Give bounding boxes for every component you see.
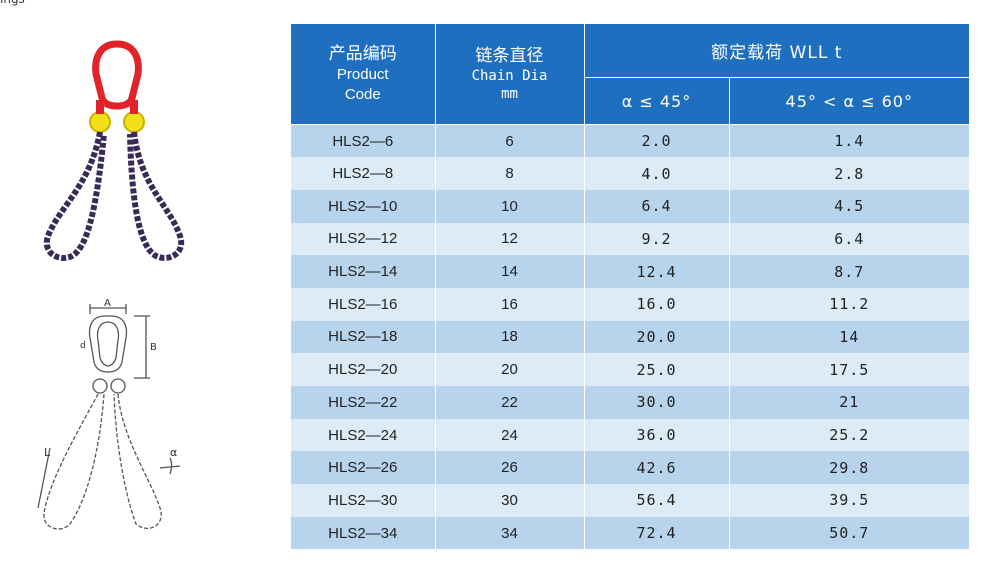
cell-product-code: HLS2—30: [291, 484, 436, 517]
cell-chain-dia: 14: [435, 255, 585, 288]
cell-chain-dia: 22: [435, 386, 585, 419]
table-row: HLS2—20 20 25.0 17.5: [291, 353, 970, 386]
cell-product-code: HLS2—8: [291, 157, 436, 190]
cell-product-code: HLS2—20: [291, 353, 436, 386]
chain-loop-left: [43, 131, 107, 261]
cell-product-code: HLS2—22: [291, 386, 436, 419]
cell-wll-le45: 4.0: [584, 157, 730, 190]
cell-wll-45-60: 17.5: [729, 353, 970, 386]
cell-wll-45-60: 2.8: [729, 157, 970, 190]
header-code-cn: 产品编码: [328, 44, 397, 64]
cell-product-code: HLS2—34: [291, 516, 436, 550]
cell-wll-45-60: 25.2: [729, 418, 970, 452]
cell-wll-45-60: 4.5: [729, 189, 970, 223]
cell-wll-45-60: 39.5: [729, 484, 970, 517]
table-body: HLS2—6 6 2.0 1.4 HLS2—8 8 4.0 2.8 HLS2—10 10 6.4 4.…: [291, 124, 970, 550]
cell-wll-le45: 6.4: [584, 189, 730, 223]
header-wll: 额定载荷 WLL t: [584, 24, 970, 78]
cell-chain-dia: 26: [435, 451, 585, 485]
table-row: HLS2—22 22 30.0 21: [291, 386, 970, 419]
cell-wll-45-60: 8.7: [729, 255, 970, 288]
label-d: d: [80, 341, 86, 351]
header-chain-dia: 链条直径 Chain Dia mm: [435, 24, 585, 125]
cell-chain-dia: 30: [435, 484, 585, 517]
label-l: L: [44, 446, 51, 459]
connector-right: [123, 111, 145, 133]
header-code-en1: Product: [336, 66, 389, 83]
drawing-chain-right: [113, 393, 162, 529]
cell-product-code: HLS2—6: [291, 124, 436, 158]
cell-chain-dia: 18: [435, 320, 585, 354]
header-angle-45-60: 45° < α ≤ 60°: [729, 77, 970, 125]
header-dia-en1: Chain Dia: [471, 68, 548, 84]
dimension-drawing: A B d L α: [37, 298, 181, 530]
cell-wll-le45: 42.6: [584, 451, 730, 485]
label-a: A: [104, 298, 111, 309]
cell-chain-dia: 20: [435, 353, 585, 386]
cell-wll-45-60: 6.4: [729, 222, 970, 256]
cell-wll-le45: 72.4: [584, 516, 730, 550]
cell-wll-le45: 36.0: [584, 418, 730, 452]
master-link: [92, 40, 142, 110]
table-row: HLS2—10 10 6.4 4.5: [291, 189, 970, 223]
header-product-code: 产品编码 Product Code: [291, 24, 436, 125]
table-row: HLS2—30 30 56.4 39.5: [291, 484, 970, 517]
cell-product-code: HLS2—12: [291, 222, 436, 256]
cell-product-code: HLS2—10: [291, 189, 436, 223]
connector-left: [89, 111, 111, 133]
table-row: HLS2—34 34 72.4 50.7: [291, 516, 970, 550]
cell-wll-le45: 12.4: [584, 255, 730, 288]
table-row: HLS2—6 6 2.0 1.4: [291, 124, 970, 158]
cell-chain-dia: 34: [435, 516, 585, 550]
cell-wll-le45: 56.4: [584, 484, 730, 517]
cell-wll-le45: 30.0: [584, 386, 730, 419]
cell-wll-le45: 16.0: [584, 287, 730, 321]
cell-product-code: HLS2—16: [291, 287, 436, 321]
cell-chain-dia: 16: [435, 287, 585, 321]
cell-chain-dia: 24: [435, 418, 585, 452]
cell-chain-dia: 10: [435, 189, 585, 223]
cell-wll-45-60: 14: [729, 320, 970, 354]
cell-wll-le45: 9.2: [584, 222, 730, 256]
label-b: B: [150, 342, 157, 353]
header-code-en2: Code: [344, 86, 381, 103]
table-row: HLS2—12 12 9.2 6.4: [291, 222, 970, 256]
label-alpha: α: [170, 446, 177, 459]
table-row: HLS2—16 16 16.0 11.2: [291, 287, 970, 321]
cell-wll-le45: 25.0: [584, 353, 730, 386]
cell-wll-le45: 2.0: [584, 124, 730, 158]
cell-wll-45-60: 21: [729, 386, 970, 419]
table-row: HLS2—14 14 12.4 8.7: [291, 255, 970, 288]
cell-wll-le45: 20.0: [584, 320, 730, 354]
cell-chain-dia: 8: [435, 157, 585, 190]
chain-loop-right: [127, 131, 185, 261]
cell-product-code: HLS2—18: [291, 320, 436, 354]
cell-wll-45-60: 1.4: [729, 124, 970, 158]
cell-wll-45-60: 50.7: [729, 516, 970, 550]
table-row: HLS2—8 8 4.0 2.8: [291, 157, 970, 190]
cell-wll-45-60: 29.8: [729, 451, 970, 485]
cell-product-code: HLS2—24: [291, 418, 436, 452]
product-photo: [43, 40, 185, 261]
table-row: HLS2—24 24 36.0 25.2: [291, 418, 970, 452]
cell-chain-dia: 6: [435, 124, 585, 158]
header-dia-cn: 链条直径: [475, 46, 544, 66]
cell-chain-dia: 12: [435, 222, 585, 256]
cell-product-code: HLS2—14: [291, 255, 436, 288]
table-row: HLS2—18 18 20.0 14: [291, 320, 970, 354]
cell-product-code: HLS2—26: [291, 451, 436, 485]
spec-table: 产品编码 Product Code 链条直径 Chain Dia mm 额定载荷…: [291, 24, 970, 550]
table-row: HLS2—26 26 42.6 29.8: [291, 451, 970, 485]
header-angle-le45: α ≤ 45°: [584, 77, 730, 125]
drawing-chain-left: [43, 393, 105, 530]
corner-text: ings: [0, 0, 25, 6]
drawing-master-link: [88, 315, 128, 373]
cell-wll-45-60: 11.2: [729, 287, 970, 321]
header-dia-en2: mm: [501, 86, 518, 102]
